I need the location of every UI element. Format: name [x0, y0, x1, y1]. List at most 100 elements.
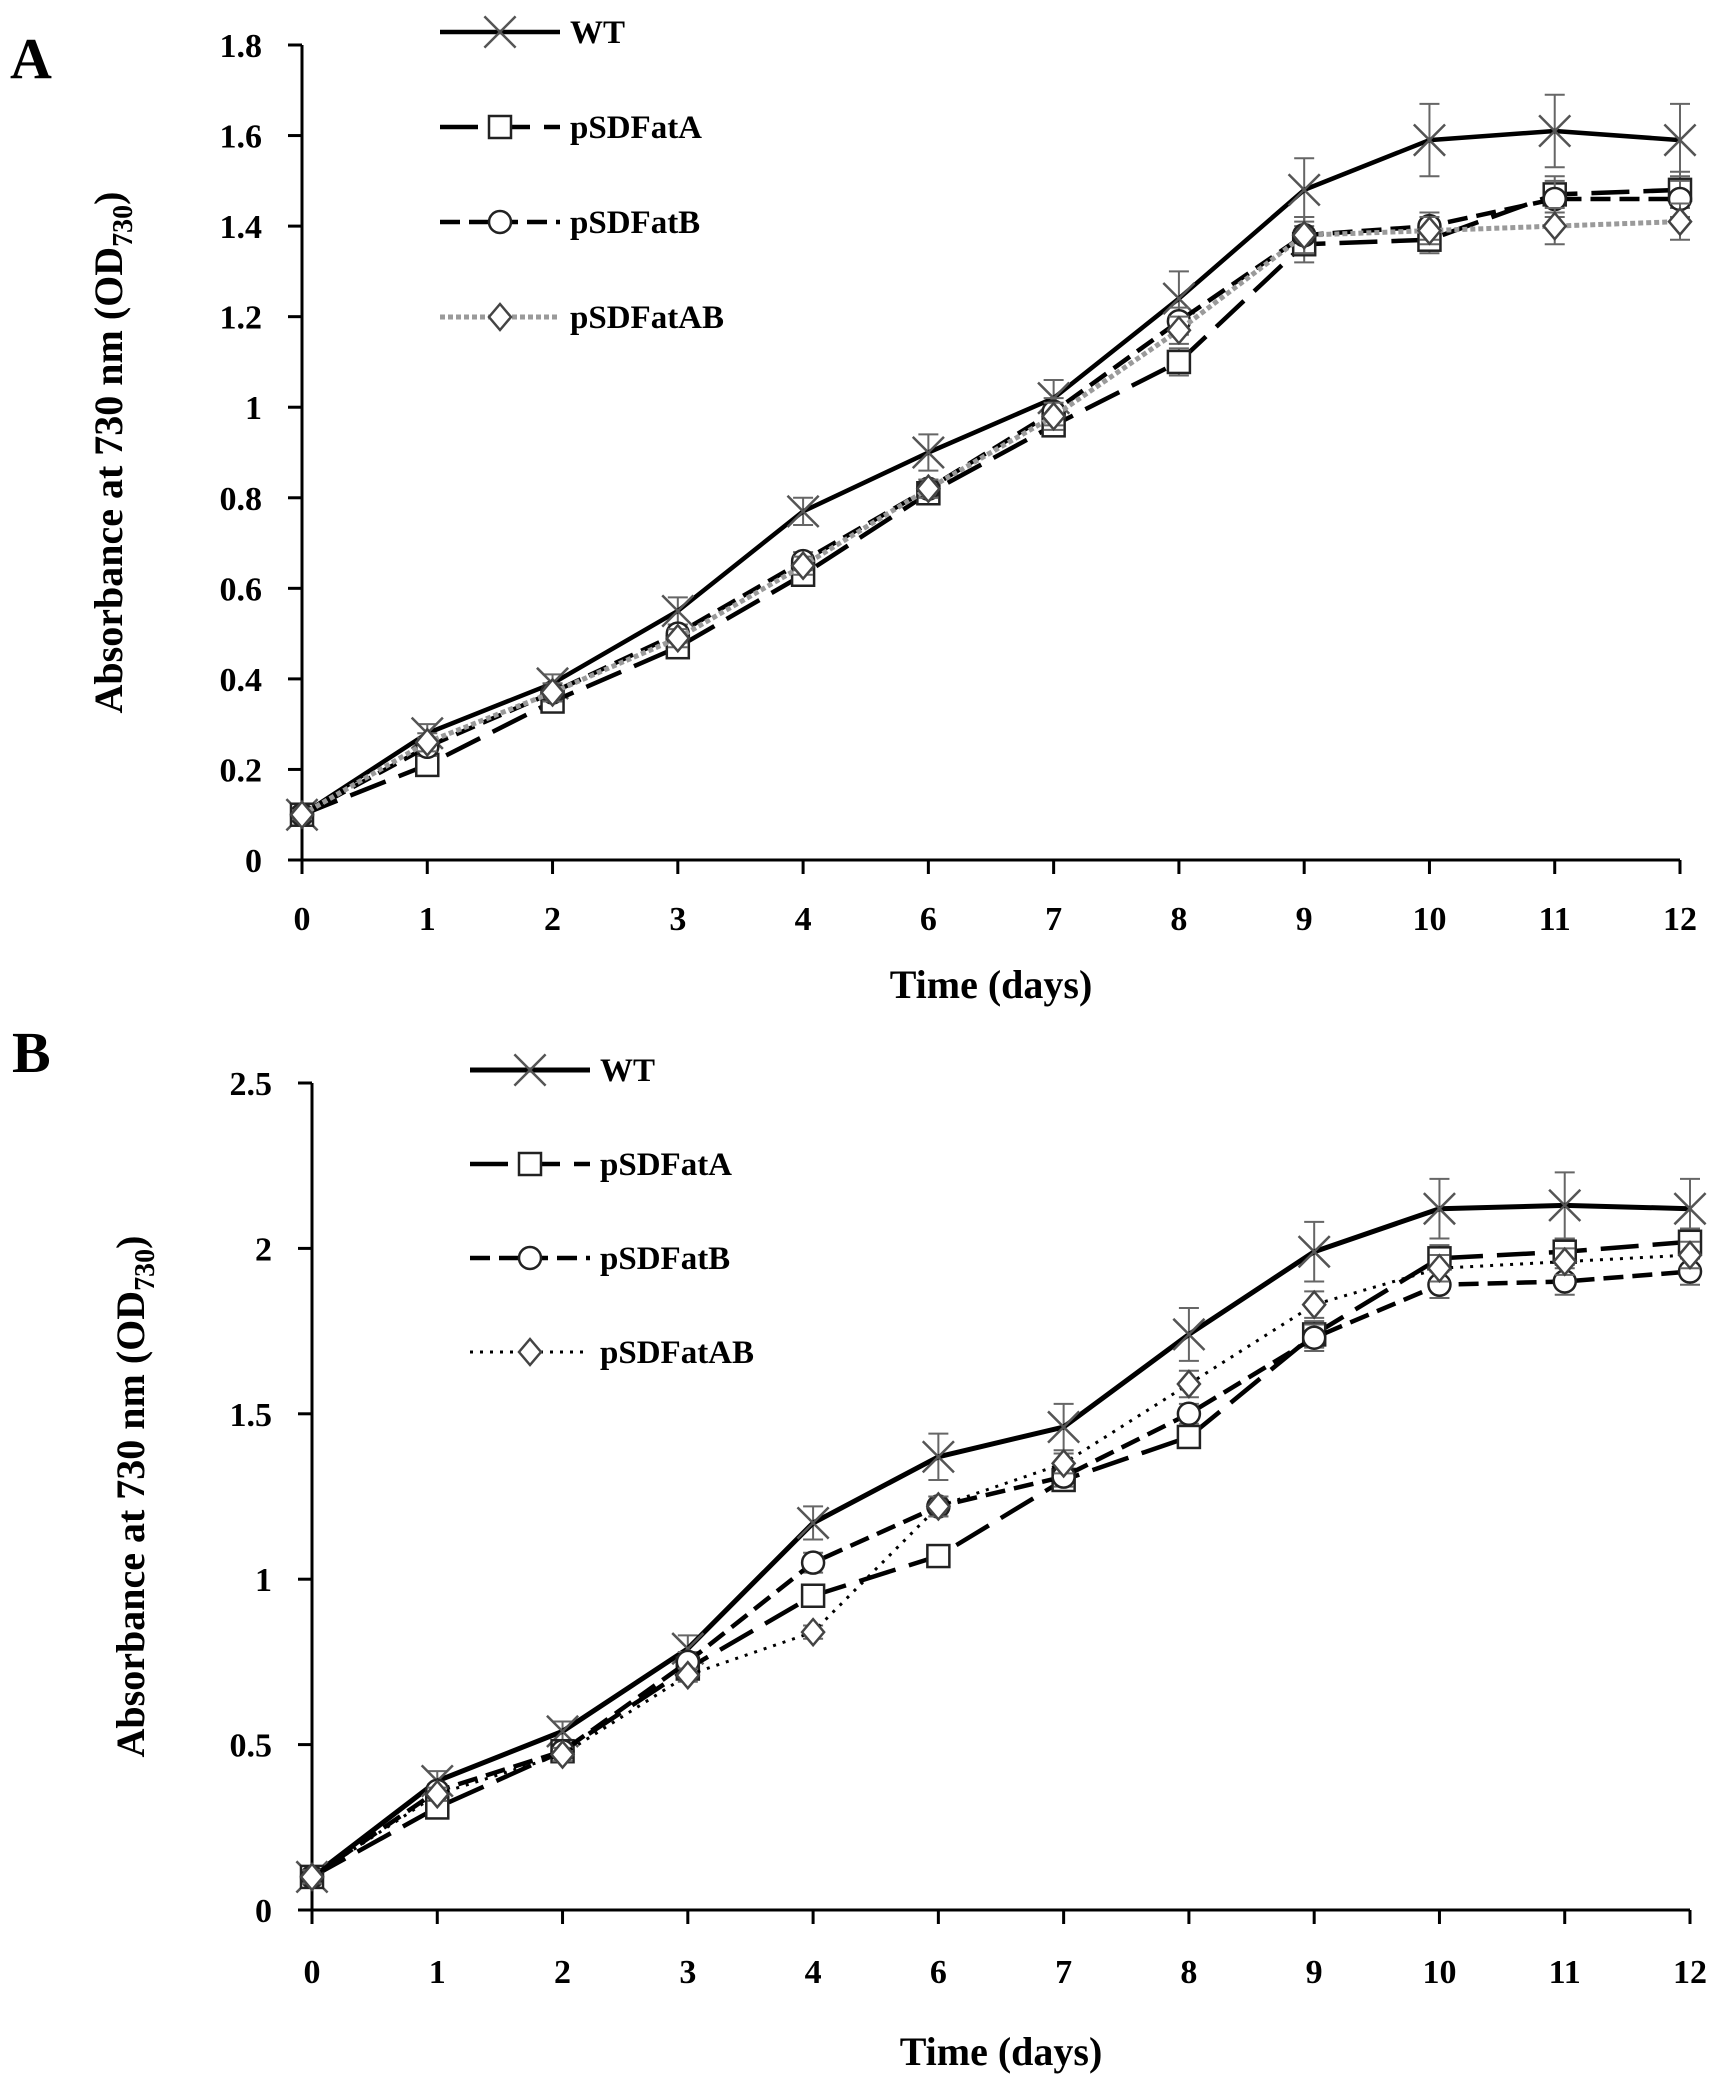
x-axis-title: Time (days): [900, 2029, 1103, 2074]
x-tick-label: 8: [1170, 901, 1187, 938]
series-line: [301, 187, 1681, 817]
data-point: [1667, 206, 1693, 237]
data-point: [1051, 1448, 1077, 1479]
y-tick-label: 1: [255, 1562, 272, 1599]
data-point: [299, 1861, 325, 1892]
y-tick-label: 1.5: [230, 1397, 273, 1434]
x-tick-label: 9: [1306, 1954, 1323, 1991]
y-tick-label: 0.5: [230, 1728, 273, 1765]
legend-marker: [487, 209, 513, 235]
panel-a: A00.20.40.60.811.21.41.61.80 1 2 3 4 6 7 8 9 10 11…: [10, 15, 1697, 1007]
legend-label: pSDFatB: [600, 1241, 730, 1277]
y-axis-title-close: ): [86, 192, 131, 205]
x-tick-label: 3: [679, 1954, 696, 1991]
data-point: [790, 550, 816, 581]
series-pSDFatA: [299, 1227, 1703, 1890]
data-point: [921, 1440, 955, 1474]
y-axis-title-subscript: 730: [108, 205, 139, 247]
data-point: [1287, 173, 1321, 207]
x-tick-label: 7: [1055, 1954, 1072, 1991]
data-point: [414, 727, 440, 758]
legend-marker: [517, 1151, 543, 1177]
legend-label: pSDFatA: [570, 110, 702, 146]
data-point: [800, 1583, 826, 1608]
x-tick-label: 3: [669, 901, 686, 938]
legend-label: pSDFatAB: [600, 1335, 754, 1371]
y-tick-label: 0.2: [220, 752, 263, 789]
data-point: [1677, 1240, 1703, 1270]
x-tick-label: 12: [1673, 1954, 1707, 1991]
series-WT: [295, 1171, 1707, 1894]
data-point: [1176, 1401, 1202, 1427]
x-tick-label: 10: [1422, 1954, 1456, 1991]
data-point: [1663, 123, 1697, 157]
data-point: [786, 494, 820, 528]
y-tick-label: 1.8: [220, 28, 263, 65]
y-tick-label: 0: [245, 843, 262, 880]
series-line: [311, 1253, 1691, 1879]
x-tick-label: 2: [554, 1954, 571, 1991]
series-pSDFatA: [289, 170, 1693, 827]
series-line: [300, 128, 1681, 817]
data-point: [1291, 220, 1317, 251]
data-point: [1176, 1424, 1202, 1450]
data-point: [289, 799, 315, 830]
data-point: [1426, 1253, 1453, 1284]
legend-label: pSDFatA: [600, 1147, 732, 1183]
legend-marker: [517, 1245, 543, 1271]
data-point: [424, 1779, 450, 1810]
x-tick-label: 1: [419, 901, 436, 938]
y-tick-label: 1.4: [220, 209, 263, 246]
series-pSDFatAB: [289, 202, 1693, 830]
y-axis-title: Absorbance at 730 nm (OD730): [108, 1236, 161, 1758]
legend-label: WT: [570, 15, 625, 51]
x-tick-label: 0: [304, 1954, 321, 1991]
x-axis-title: Time (days): [890, 962, 1093, 1007]
data-point: [1412, 123, 1446, 157]
y-axis-title-main: Absorbance at 730 nm (OD: [86, 247, 131, 714]
data-point: [925, 1491, 952, 1522]
x-tick-label: 11: [1549, 1954, 1581, 1991]
x-tick-label: 1: [429, 1954, 446, 1991]
data-point: [675, 1660, 701, 1691]
x-tick-label: 7: [1045, 901, 1062, 938]
series-line: [300, 196, 1680, 817]
data-point: [911, 436, 945, 469]
x-tick-label: 8: [1180, 1954, 1197, 1991]
panel-letter: A: [10, 26, 52, 91]
data-point: [1416, 215, 1443, 246]
x-tick-label: 10: [1412, 901, 1446, 938]
legend-label: WT: [600, 1053, 655, 1089]
y-tick-label: 0.4: [220, 662, 263, 699]
data-point: [1041, 401, 1067, 432]
data-point: [661, 594, 695, 628]
x-tick-label: 6: [930, 1954, 947, 1991]
legend-label: pSDFatB: [570, 205, 700, 241]
x-tick-label: 4: [805, 1954, 822, 1991]
y-tick-label: 0.6: [220, 571, 263, 608]
y-tick-label: 1.6: [220, 119, 263, 156]
legend-label: pSDFatAB: [570, 300, 724, 336]
y-axis-title-subscript: 730: [130, 1249, 161, 1291]
legend-marker: [483, 15, 517, 49]
y-axis-title-close: ): [108, 1236, 153, 1249]
y-tick-label: 0: [255, 1893, 272, 1930]
data-point: [1166, 349, 1192, 375]
data-point: [1297, 1235, 1331, 1269]
data-point: [665, 623, 691, 654]
data-point: [1301, 1325, 1327, 1350]
data-point: [800, 1617, 826, 1648]
series-WT: [285, 93, 1697, 832]
y-tick-label: 2: [255, 1231, 272, 1268]
y-tick-label: 1: [245, 390, 262, 427]
series-line: [310, 1269, 1691, 1879]
series-line: [300, 219, 1681, 817]
x-tick-label: 6: [920, 901, 937, 938]
series-line: [310, 1202, 1691, 1879]
data-point: [1172, 1317, 1206, 1351]
data-point: [800, 1550, 826, 1575]
data-point: [1542, 211, 1568, 242]
data-point: [1047, 1410, 1081, 1444]
